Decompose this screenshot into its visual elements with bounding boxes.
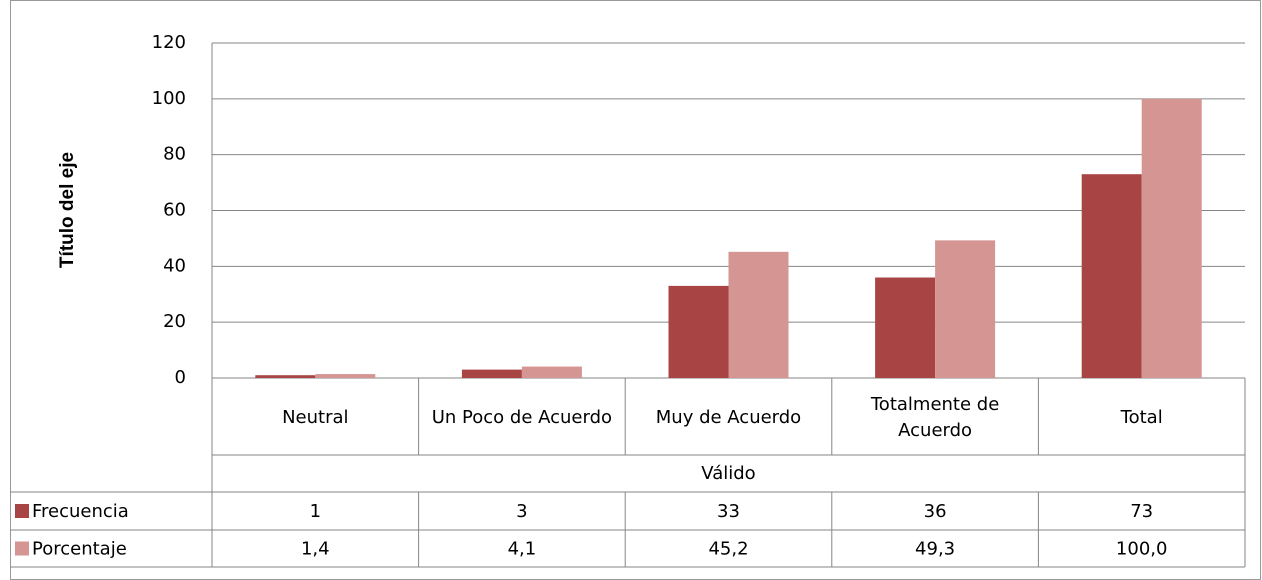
table-value: 100,0 — [1116, 539, 1168, 560]
y-tick-label: 100 — [152, 88, 186, 109]
bar — [461, 369, 522, 378]
bar — [935, 240, 996, 378]
x-tick-label-box: Muy de Acuerdo — [655, 406, 802, 428]
category-group-label: Válido — [701, 463, 755, 484]
legend-swatch — [15, 504, 29, 518]
bar — [875, 277, 936, 378]
table-value: 33 — [717, 501, 740, 522]
bar — [1081, 174, 1142, 378]
y-tick-label: 0 — [175, 367, 186, 388]
x-tick-label: Un Poco de Acuerdo — [431, 406, 613, 428]
bar — [521, 366, 582, 378]
y-axis-title: Título del eje — [57, 152, 78, 268]
legend-label: Frecuencia — [32, 501, 129, 522]
chart-border — [10, 0, 1261, 580]
x-tick-label-box: Total — [1120, 406, 1163, 428]
bar — [255, 375, 316, 378]
table-value: 36 — [924, 501, 947, 522]
bar — [668, 285, 729, 378]
x-tick-label: Total — [1120, 406, 1163, 428]
y-tick-label: 120 — [152, 32, 186, 53]
table-value: 49,3 — [915, 539, 955, 560]
bar — [728, 251, 789, 378]
table-value: 45,2 — [708, 539, 748, 560]
y-tick-label: 80 — [163, 144, 186, 165]
y-tick-label: 60 — [163, 200, 186, 221]
bar — [315, 374, 376, 378]
table-value: 3 — [516, 501, 527, 522]
y-tick-label: 20 — [163, 311, 186, 332]
x-tick-label-box: Neutral — [282, 406, 349, 428]
table-value: 1 — [310, 501, 321, 522]
y-tick-label: 40 — [163, 255, 186, 276]
table-value: 1,4 — [301, 539, 330, 560]
x-tick-label: Totalmente de Acuerdo — [870, 393, 1000, 441]
x-tick-label-box: Totalmente de Acuerdo — [870, 393, 1000, 441]
table-value: 73 — [1130, 501, 1153, 522]
legend-swatch — [15, 541, 29, 556]
x-tick-label-box: Un Poco de Acuerdo — [431, 406, 613, 428]
x-tick-label: Neutral — [282, 406, 349, 428]
table-value: 4,1 — [508, 539, 537, 560]
bar — [1141, 98, 1202, 378]
x-tick-label: Muy de Acuerdo — [655, 406, 802, 428]
legend-label: Porcentaje — [32, 539, 127, 560]
